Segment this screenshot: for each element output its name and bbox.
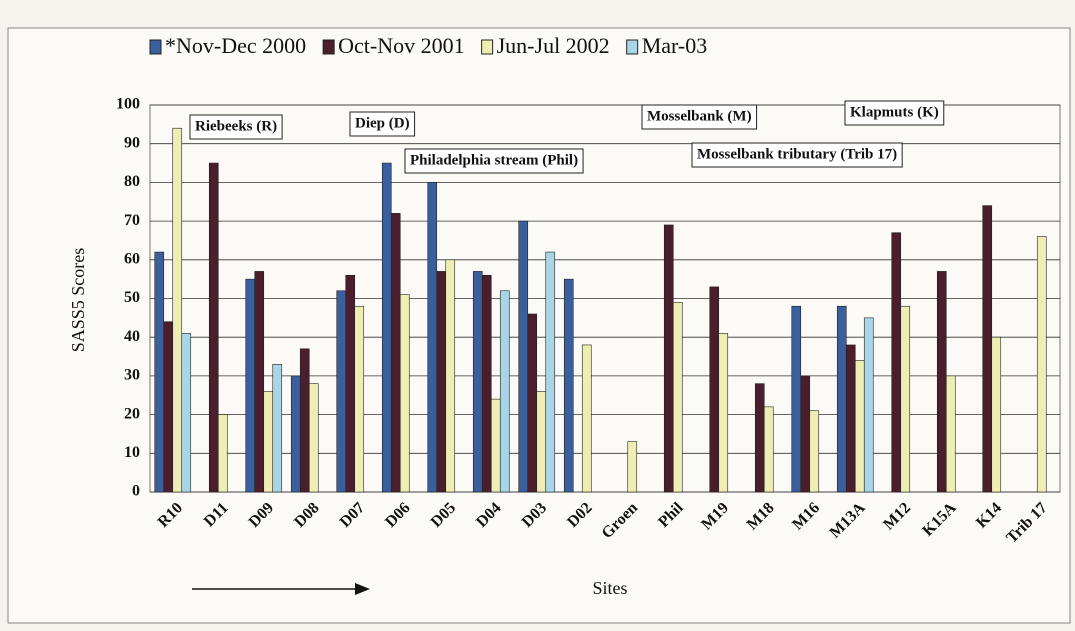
y-tick-label: 50 bbox=[124, 289, 140, 306]
annotation-box bbox=[189, 114, 283, 140]
annotation: Philadelphia stream (Phil) bbox=[410, 152, 578, 168]
legend-label: *Nov-Dec 2000 bbox=[165, 33, 306, 58]
bar bbox=[527, 313, 538, 493]
bar bbox=[627, 441, 638, 493]
bar bbox=[481, 274, 492, 493]
legend-label: Oct-Nov 2001 bbox=[338, 33, 464, 58]
y-tick-label: 0 bbox=[132, 483, 140, 500]
x-axis-label: Sites bbox=[592, 578, 627, 598]
bar bbox=[436, 271, 447, 493]
y-tick-label: 30 bbox=[124, 367, 140, 384]
bar bbox=[800, 375, 811, 493]
bar bbox=[381, 162, 392, 493]
bar bbox=[545, 251, 556, 493]
bar bbox=[836, 305, 847, 493]
bar bbox=[791, 305, 802, 493]
bar bbox=[982, 205, 993, 493]
bar bbox=[208, 162, 219, 493]
bar bbox=[354, 305, 365, 493]
bar bbox=[499, 290, 510, 493]
bar bbox=[845, 344, 856, 493]
bar bbox=[718, 333, 729, 493]
annotation: Riebeeks (R) bbox=[195, 118, 277, 134]
bar bbox=[945, 375, 956, 493]
legend-swatch bbox=[481, 39, 494, 55]
y-axis-label: SASS5 Scores bbox=[68, 248, 88, 353]
legend-swatch bbox=[149, 39, 162, 55]
y-tick-label: 40 bbox=[124, 328, 140, 345]
bar bbox=[936, 271, 947, 493]
bar bbox=[900, 305, 911, 493]
bar bbox=[336, 290, 347, 493]
bar bbox=[390, 213, 401, 493]
bar bbox=[581, 344, 592, 493]
bar bbox=[663, 224, 674, 493]
annotation-box bbox=[349, 111, 416, 137]
annotation: Mosselbank tributary (Trib 17) bbox=[697, 146, 897, 162]
y-tick-label: 90 bbox=[124, 134, 140, 151]
bar bbox=[254, 271, 265, 493]
bar bbox=[863, 317, 874, 493]
bar bbox=[299, 348, 310, 493]
y-tick-label: 10 bbox=[124, 444, 140, 461]
y-tick-label: 70 bbox=[124, 212, 140, 229]
bar bbox=[563, 278, 574, 493]
y-tick-label: 60 bbox=[124, 250, 140, 267]
annotation: Klapmuts (K) bbox=[850, 104, 939, 120]
bar bbox=[1036, 236, 1047, 493]
bar bbox=[763, 406, 774, 493]
bar bbox=[809, 410, 820, 493]
bar bbox=[490, 398, 501, 493]
bar bbox=[345, 274, 356, 493]
bar bbox=[172, 127, 183, 493]
bar bbox=[263, 391, 274, 493]
bar bbox=[290, 375, 301, 493]
bar bbox=[308, 383, 319, 493]
y-tick-label: 100 bbox=[116, 96, 140, 113]
annotation: Mosselbank (M) bbox=[647, 108, 752, 124]
bar bbox=[217, 414, 228, 493]
annotation: Diep (D) bbox=[355, 115, 410, 131]
bar bbox=[427, 182, 438, 493]
bar bbox=[181, 333, 192, 493]
annotation-box bbox=[844, 100, 945, 126]
legend-label: Mar-03 bbox=[642, 33, 708, 58]
bar bbox=[891, 232, 902, 493]
bar bbox=[518, 220, 529, 493]
bar bbox=[245, 278, 256, 493]
annotation-box bbox=[404, 148, 584, 174]
bar bbox=[472, 271, 483, 493]
legend-label: Jun-Jul 2002 bbox=[497, 33, 610, 58]
bar bbox=[399, 294, 410, 493]
arrow-head bbox=[355, 583, 370, 595]
legend-swatch bbox=[322, 39, 335, 55]
bar bbox=[536, 391, 547, 493]
bar bbox=[672, 302, 683, 493]
bar bbox=[709, 286, 720, 493]
y-tick-label: 20 bbox=[124, 405, 140, 422]
bar bbox=[163, 321, 174, 493]
y-tick-label: 80 bbox=[124, 173, 140, 190]
bar bbox=[754, 383, 765, 493]
bar bbox=[854, 360, 865, 493]
legend-swatch bbox=[626, 39, 639, 55]
bar bbox=[154, 251, 165, 493]
bar bbox=[445, 259, 456, 493]
bar bbox=[991, 336, 1002, 493]
annotation-box bbox=[691, 142, 903, 168]
annotation-box bbox=[641, 104, 758, 130]
bar bbox=[272, 363, 283, 493]
